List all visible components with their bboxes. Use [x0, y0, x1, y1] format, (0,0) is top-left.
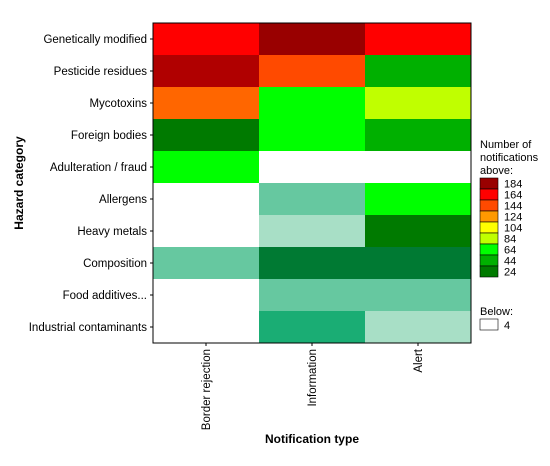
y-tick-label: Food additives...: [63, 290, 147, 302]
legend-label: 164: [504, 190, 522, 202]
heatmap-cell-pesticide-residues-border-rejection: [153, 55, 260, 88]
legend-label: 44: [504, 256, 516, 268]
plot-frame: [152, 22, 472, 344]
legend-label: 104: [504, 223, 522, 235]
heatmap-cell-adulteration-fraud-information: [259, 151, 366, 184]
legend-swatch: [479, 232, 499, 245]
heatmap-cell-allergens-information: [259, 183, 366, 216]
y-tick-label: Adulteration / fraud: [50, 162, 147, 174]
legend-title-line: Number of: [480, 139, 532, 151]
legend-swatch: [479, 265, 499, 278]
y-tick-label: Foreign bodies: [71, 130, 147, 142]
heatmap-cell-composition-information: [259, 247, 366, 280]
heatmap-cell-genetically-modified-information: [259, 23, 366, 56]
heatmap-cell-adulteration-fraud-border-rejection: [153, 151, 260, 184]
y-tick-label: Pesticide residues: [54, 66, 148, 78]
heatmap-cell-composition-alert: [365, 247, 472, 280]
legend-swatch-below: [479, 318, 499, 331]
heatmap-cell-foreign-bodies-alert: [365, 119, 472, 152]
legend-swatch: [479, 221, 499, 234]
y-tick-label: Industrial contaminants: [29, 322, 148, 334]
heatmap-cell-food-additives-information: [259, 279, 366, 312]
heatmap-cell-mycotoxins-information: [259, 87, 366, 120]
y-tick-label: Genetically modified: [43, 34, 147, 46]
legend-title-line: notifications: [480, 152, 539, 164]
heatmap-cell-heavy-metals-alert: [365, 215, 472, 248]
legend-swatch: [479, 243, 499, 256]
heatmap-cell-mycotoxins-alert: [365, 87, 472, 120]
heatmap-cell-allergens-alert: [365, 183, 472, 216]
legend-label: 124: [504, 212, 522, 224]
y-axis-title: Hazard category: [12, 136, 26, 230]
legend-title-line: above:: [480, 165, 513, 177]
y-tick-label: Heavy metals: [77, 226, 147, 238]
x-tick-labels: Border rejection Information Alert: [201, 343, 425, 430]
legend-swatch: [479, 177, 499, 190]
legend-swatch: [479, 254, 499, 267]
y-tick-label: Composition: [83, 258, 147, 270]
heatmap-cell-mycotoxins-border-rejection: [153, 87, 260, 120]
y-tick-labels: Genetically modified Pesticide residues My…: [29, 34, 153, 334]
heatmap-cells: [153, 23, 472, 344]
heatmap-cell-heavy-metals-border-rejection: [153, 215, 260, 248]
heatmap-cell-genetically-modified-alert: [365, 23, 472, 56]
y-tick-label: Mycotoxins: [89, 98, 147, 110]
x-tick-label: Information: [307, 349, 319, 407]
heatmap-cell-pesticide-residues-information: [259, 55, 366, 88]
heatmap-cell-industrial-contaminants-information: [259, 311, 366, 344]
legend-swatch: [479, 199, 499, 212]
legend-below-label: Below:: [480, 306, 513, 318]
heatmap-cell-industrial-contaminants-border-rejection: [153, 311, 260, 344]
legend-label: 24: [504, 267, 516, 279]
heatmap-cell-composition-border-rejection: [153, 247, 260, 280]
legend-label: 84: [504, 234, 516, 246]
heatmap-cell-adulteration-fraud-alert: [365, 151, 472, 184]
x-axis-title: Notification type: [265, 432, 359, 446]
heatmap-cell-industrial-contaminants-alert: [365, 311, 472, 344]
legend-below-value: 4: [504, 320, 510, 332]
heatmap-cell-pesticide-residues-alert: [365, 55, 472, 88]
heatmap-cell-food-additives-border-rejection: [153, 279, 260, 312]
heatmap-cell-foreign-bodies-information: [259, 119, 366, 152]
heatmap-cell-food-additives-alert: [365, 279, 472, 312]
legend-label: 144: [504, 201, 522, 213]
heatmap-cell-allergens-border-rejection: [153, 183, 260, 216]
heatmap-cell-genetically-modified-border-rejection: [153, 23, 260, 56]
legend-swatch: [479, 210, 499, 223]
heatmap-cell-foreign-bodies-border-rejection: [153, 119, 260, 152]
heatmap-cell-heavy-metals-information: [259, 215, 366, 248]
x-tick-label: Border rejection: [201, 349, 213, 430]
legend-label: 184: [504, 179, 522, 191]
y-tick-label: Allergens: [99, 194, 147, 206]
legend-swatch: [479, 188, 499, 201]
legend-label: 64: [504, 245, 516, 257]
x-tick-label: Alert: [413, 348, 425, 372]
